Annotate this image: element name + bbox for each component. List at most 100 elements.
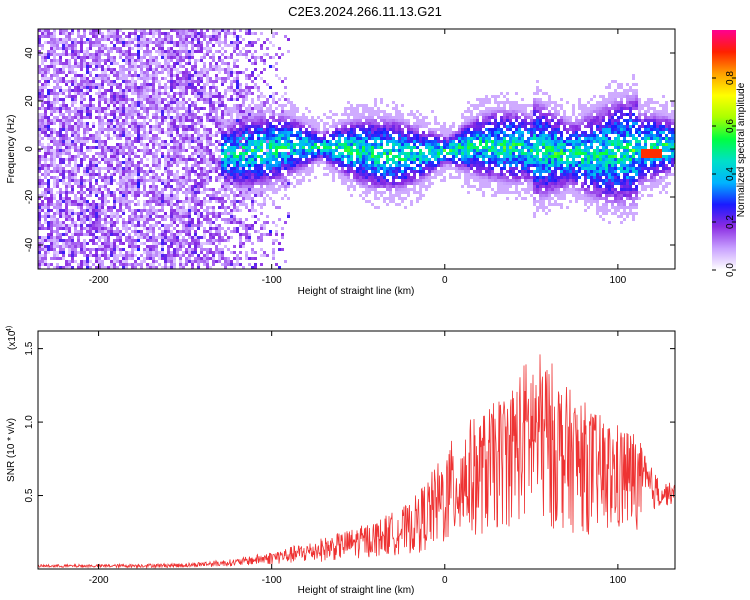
heatmap-cell: [287, 128, 290, 131]
heatmap-cell: [137, 173, 140, 176]
heatmap-cell: [167, 260, 170, 263]
heatmap-cell: [47, 215, 50, 218]
heatmap-cell: [254, 179, 257, 182]
heatmap-cell: [167, 131, 170, 134]
heatmap-cell: [344, 113, 347, 116]
heatmap-cell: [143, 119, 146, 122]
heatmap-cell: [74, 101, 77, 104]
heatmap-cell: [152, 230, 155, 233]
heatmap-cell: [152, 98, 155, 101]
heatmap-cell: [218, 260, 221, 263]
heatmap-cell: [95, 83, 98, 86]
heatmap-cell: [65, 110, 68, 113]
heatmap-cell: [152, 134, 155, 137]
heatmap-cell: [248, 113, 251, 116]
heatmap-cell: [194, 170, 197, 173]
heatmap-cell: [194, 140, 197, 143]
heatmap-cell: [89, 134, 92, 137]
heatmap-cell: [326, 131, 329, 134]
heatmap-cell: [50, 128, 53, 131]
heatmap-cell: [269, 164, 272, 167]
heatmap-cell: [131, 101, 134, 104]
heatmap-cell: [194, 131, 197, 134]
heatmap-cell: [215, 149, 218, 152]
heatmap-cell: [305, 167, 308, 170]
heatmap-cell: [74, 248, 77, 251]
heatmap-cell: [209, 248, 212, 251]
heatmap-cell: [260, 143, 263, 146]
heatmap-cell: [287, 38, 290, 41]
heatmap-cell: [317, 152, 320, 155]
heatmap-cell: [95, 257, 98, 260]
heatmap-cell: [161, 254, 164, 257]
heatmap-cell: [248, 77, 251, 80]
heatmap-cell: [209, 134, 212, 137]
heatmap-cell: [152, 239, 155, 242]
heatmap-cell: [251, 137, 254, 140]
heatmap-cell: [77, 32, 80, 35]
heatmap-cell: [77, 200, 80, 203]
heatmap-cell: [101, 83, 104, 86]
heatmap-cell: [173, 56, 176, 59]
heatmap-cell: [197, 44, 200, 47]
heatmap-cell: [125, 59, 128, 62]
heatmap-cell: [188, 71, 191, 74]
heatmap-cell: [284, 77, 287, 80]
heatmap-cell: [197, 128, 200, 131]
heatmap-cell: [170, 254, 173, 257]
heatmap-cell: [146, 263, 149, 266]
heatmap-cell: [239, 176, 242, 179]
heatmap-cell: [98, 203, 101, 206]
heatmap-cell: [215, 125, 218, 128]
heatmap-cell: [140, 149, 143, 152]
heatmap-cell: [110, 209, 113, 212]
heatmap-cell: [59, 146, 62, 149]
heatmap-cell: [191, 41, 194, 44]
heatmap-cell: [98, 32, 101, 35]
heatmap-cell: [47, 179, 50, 182]
heatmap-cell: [239, 158, 242, 161]
heatmap-cell: [218, 104, 221, 107]
heatmap-cell: [344, 173, 347, 176]
heatmap-cell: [194, 152, 197, 155]
heatmap-cell: [170, 161, 173, 164]
heatmap-cell: [176, 188, 179, 191]
heatmap-cell: [257, 38, 260, 41]
heatmap-cell: [152, 47, 155, 50]
heatmap-cell: [182, 80, 185, 83]
heatmap-cell: [170, 131, 173, 134]
heatmap-cell: [158, 194, 161, 197]
heatmap-cell: [254, 113, 257, 116]
heatmap-cell: [239, 155, 242, 158]
heatmap-cell: [242, 191, 245, 194]
heatmap-cell: [119, 263, 122, 266]
heatmap-cell: [161, 191, 164, 194]
heatmap-cell: [56, 263, 59, 266]
heatmap-cell: [107, 35, 110, 38]
heatmap-cell: [86, 224, 89, 227]
heatmap-cell: [341, 122, 344, 125]
heatmap-cell: [245, 137, 248, 140]
heatmap-cell: [101, 149, 104, 152]
heatmap-cell: [158, 176, 161, 179]
heatmap-cell: [236, 218, 239, 221]
heatmap-cell: [83, 35, 86, 38]
heatmap-cell: [200, 182, 203, 185]
heatmap-cell: [344, 119, 347, 122]
heatmap-cell: [230, 140, 233, 143]
heatmap-cell: [131, 239, 134, 242]
heatmap-cell: [41, 209, 44, 212]
heatmap-cell: [134, 83, 137, 86]
heatmap-cell: [173, 260, 176, 263]
heatmap-cell: [188, 155, 191, 158]
heatmap-cell: [212, 257, 215, 260]
heatmap-cell: [74, 113, 77, 116]
heatmap-cell: [89, 188, 92, 191]
heatmap-cell: [80, 35, 83, 38]
heatmap-cell: [134, 113, 137, 116]
heatmap-cell: [266, 254, 269, 257]
heatmap-cell: [149, 41, 152, 44]
heatmap-cell: [74, 161, 77, 164]
heatmap-cell: [38, 260, 41, 263]
heatmap-cell: [197, 41, 200, 44]
